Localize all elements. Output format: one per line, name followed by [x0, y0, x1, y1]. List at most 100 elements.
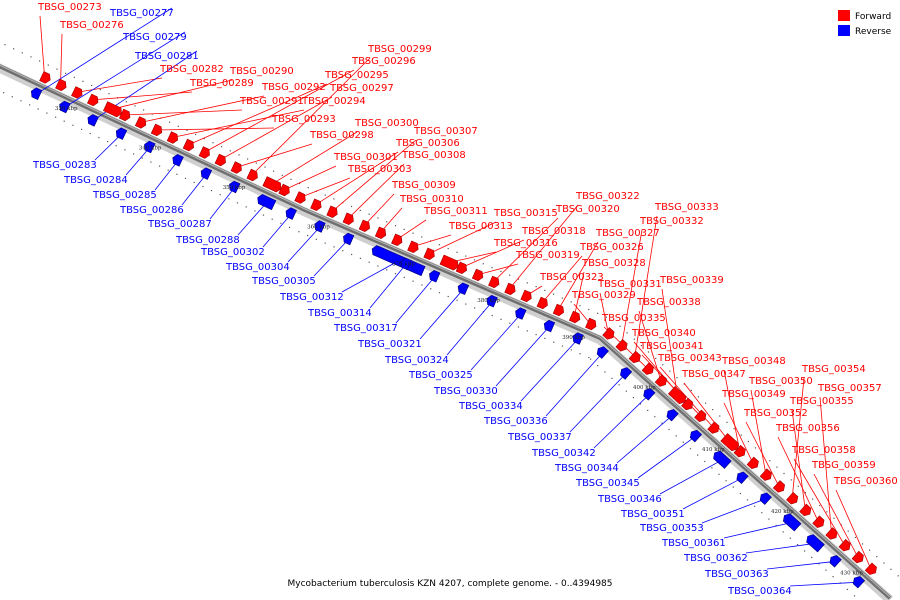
gene-label[interactable]: TBSG_00283: [32, 160, 97, 171]
gene-label[interactable]: TBSG_00284: [63, 175, 128, 186]
gene-block-tbsg-00285[interactable]: [172, 154, 184, 167]
gene-label[interactable]: TBSG_00351: [620, 509, 685, 520]
gene-label[interactable]: TBSG_00362: [683, 553, 748, 564]
gene-label[interactable]: TBSG_00332: [639, 216, 704, 227]
gene-block-tbsg-00328[interactable]: [568, 310, 581, 324]
gene-label[interactable]: TBSG_00353: [639, 523, 704, 534]
gene-block-tbsg-00300[interactable]: [262, 176, 282, 193]
gene-label[interactable]: TBSG_00345: [575, 478, 640, 489]
gene-block-tbsg-00306[interactable]: [310, 198, 322, 211]
gene-block-tbsg-00358[interactable]: [838, 538, 851, 552]
gene-label[interactable]: TBSG_00328: [581, 258, 646, 269]
gene-block-tbsg-00312[interactable]: [371, 245, 426, 277]
gene-block-tbsg-00335[interactable]: [641, 362, 654, 375]
gene-label[interactable]: TBSG_00303: [347, 164, 412, 175]
gene-block-tbsg-00276[interactable]: [55, 78, 67, 92]
gene-block-tbsg-00324[interactable]: [486, 294, 498, 308]
gene-label[interactable]: TBSG_00294: [301, 96, 366, 107]
gene-block-tbsg-00361[interactable]: [782, 513, 802, 532]
gene-label[interactable]: TBSG_00319: [515, 250, 580, 261]
gene-label[interactable]: TBSG_00363: [704, 569, 769, 580]
gene-block-tbsg-00283[interactable]: [115, 127, 128, 140]
gene-label[interactable]: TBSG_00360: [833, 476, 898, 487]
gene-block-tbsg-00323[interactable]: [520, 289, 532, 303]
gene-label[interactable]: TBSG_00312: [279, 292, 344, 303]
gene-block-tbsg-00348[interactable]: [733, 444, 746, 458]
gene-block-tbsg-00295[interactable]: [182, 138, 195, 152]
gene-block-tbsg-00311[interactable]: [391, 233, 403, 247]
gene-label[interactable]: TBSG_00342: [531, 448, 596, 459]
gene-block-tbsg-00351[interactable]: [736, 471, 749, 485]
gene-block-tbsg-00347[interactable]: [720, 433, 739, 452]
gene-block-tbsg-00322[interactable]: [504, 282, 516, 296]
gene-block-tbsg-00355[interactable]: [799, 503, 812, 517]
gene-label[interactable]: TBSG_00325: [408, 370, 473, 381]
gene-block-tbsg-00294[interactable]: [166, 131, 179, 144]
gene-label[interactable]: TBSG_00361: [661, 538, 726, 549]
gene-label[interactable]: TBSG_00337: [507, 432, 572, 443]
gene-block-tbsg-00362[interactable]: [806, 534, 825, 553]
gene-block-tbsg-00330[interactable]: [543, 319, 556, 333]
gene-label[interactable]: TBSG_00333: [654, 202, 719, 213]
gene-label[interactable]: TBSG_00343: [657, 353, 722, 364]
gene-label[interactable]: TBSG_00335: [601, 313, 666, 324]
gene-label[interactable]: TBSG_00341: [639, 341, 704, 352]
gene-block-tbsg-00340[interactable]: [681, 397, 694, 411]
gene-label[interactable]: TBSG_00295: [324, 70, 389, 81]
gene-block-tbsg-00287[interactable]: [229, 180, 241, 194]
gene-block-tbsg-00304[interactable]: [314, 220, 326, 233]
gene-block-tbsg-00289[interactable]: [86, 93, 99, 107]
gene-label[interactable]: TBSG_00327: [595, 228, 660, 239]
gene-block-tbsg-00320[interactable]: [488, 275, 500, 289]
gene-label[interactable]: TBSG_00310: [399, 194, 464, 205]
gene-label[interactable]: TBSG_00352: [743, 408, 808, 419]
gene-block-tbsg-00302[interactable]: [285, 207, 297, 220]
gene-block-tbsg-00301[interactable]: [278, 183, 290, 197]
gene-label[interactable]: TBSG_00358: [791, 445, 856, 456]
gene-label[interactable]: TBSG_00279: [122, 32, 187, 43]
gene-block-tbsg-00331[interactable]: [602, 327, 615, 340]
gene-block-tbsg-00297[interactable]: [214, 153, 226, 167]
gene-label[interactable]: TBSG_00323: [539, 272, 604, 283]
gene-block-tbsg-00307[interactable]: [326, 205, 338, 218]
gene-block-tbsg-00317[interactable]: [429, 270, 441, 283]
gene-label[interactable]: TBSG_00357: [817, 383, 882, 394]
gene-label[interactable]: TBSG_00276: [59, 20, 124, 31]
gene-label[interactable]: TBSG_00298: [309, 130, 374, 141]
gene-block-tbsg-00279[interactable]: [59, 100, 71, 114]
gene-block-tbsg-00353[interactable]: [759, 492, 772, 505]
gene-label[interactable]: TBSG_00290: [229, 66, 294, 77]
gene-label[interactable]: TBSG_00291: [239, 96, 304, 107]
gene-label[interactable]: TBSG_00331: [597, 279, 662, 290]
gene-label[interactable]: TBSG_00304: [225, 262, 290, 273]
gene-block-tbsg-00337[interactable]: [620, 367, 633, 380]
gene-block-tbsg-00281[interactable]: [87, 114, 99, 127]
gene-label[interactable]: TBSG_00318: [521, 226, 586, 237]
gene-label[interactable]: TBSG_00340: [631, 328, 696, 339]
gene-label[interactable]: TBSG_00305: [251, 276, 316, 287]
gene-block-tbsg-00309[interactable]: [358, 219, 371, 232]
gene-block-tbsg-00357[interactable]: [825, 527, 838, 540]
gene-block-tbsg-00344[interactable]: [666, 409, 679, 422]
gene-label[interactable]: TBSG_00326: [579, 242, 644, 253]
gene-label[interactable]: TBSG_00292: [261, 82, 326, 93]
gene-label[interactable]: TBSG_00317: [333, 323, 398, 334]
gene-label[interactable]: TBSG_00355: [789, 396, 854, 407]
gene-block-tbsg-00273[interactable]: [39, 71, 51, 84]
gene-label[interactable]: TBSG_00311: [423, 206, 488, 217]
gene-block-tbsg-00342[interactable]: [643, 388, 656, 401]
gene-block-tbsg-00319[interactable]: [471, 268, 484, 282]
gene-label[interactable]: TBSG_00321: [357, 339, 422, 350]
gene-block-tbsg-00346[interactable]: [713, 450, 732, 469]
gene-label[interactable]: TBSG_00344: [554, 463, 619, 474]
gene-label[interactable]: TBSG_00273: [37, 2, 102, 13]
gene-block-tbsg-00343[interactable]: [707, 421, 720, 434]
gene-label[interactable]: TBSG_00281: [134, 51, 199, 62]
gene-block-tbsg-00327[interactable]: [552, 303, 565, 317]
gene-label[interactable]: TBSG_00364: [727, 586, 792, 597]
gene-label[interactable]: TBSG_00309: [391, 180, 456, 191]
gene-block-tbsg-00293[interactable]: [150, 123, 163, 137]
gene-block-tbsg-00308[interactable]: [342, 212, 354, 225]
gene-block-tbsg-00354[interactable]: [786, 491, 799, 505]
gene-block-tbsg-00352[interactable]: [772, 480, 786, 493]
